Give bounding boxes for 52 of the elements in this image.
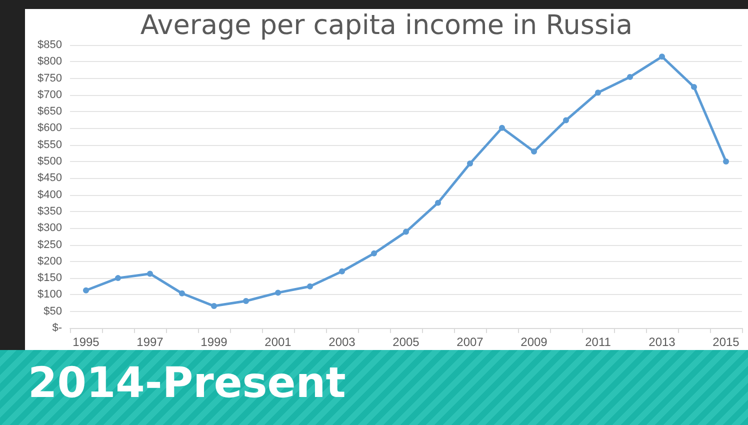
y-tick-label: $850 (38, 39, 62, 51)
y-tick-label: $300 (38, 222, 62, 234)
point (467, 160, 473, 167)
point (435, 200, 441, 206)
y-tick-label: $800 (38, 56, 62, 68)
point (275, 290, 281, 296)
y-tick-label: $250 (38, 238, 62, 251)
x-tick-label: 1997 (136, 335, 164, 349)
y-tick-label: $750 (38, 72, 62, 84)
y-tick-label: $450 (38, 172, 62, 184)
y-tick-label: $- (52, 322, 62, 334)
point (531, 148, 537, 155)
x-tick-label: 2007 (456, 335, 484, 349)
point (499, 124, 505, 131)
y-tick-label: $600 (38, 122, 62, 134)
x-tick-label: 2009 (520, 335, 548, 349)
point (211, 303, 217, 310)
x-tick-label: 2013 (648, 335, 676, 349)
y-tick-label: $550 (38, 138, 62, 151)
x-tick-label: 1999 (200, 335, 228, 349)
text: 2014-Present (28, 358, 346, 407)
point (243, 298, 249, 304)
y-tick-label: $700 (38, 88, 62, 101)
y-tick-label: $50 (44, 305, 62, 318)
y-tick-label: $100 (38, 288, 62, 301)
point (83, 287, 89, 294)
y-tick-label: $200 (38, 255, 62, 268)
point (563, 117, 569, 124)
y-tick-label: $500 (38, 156, 62, 168)
point (115, 275, 121, 282)
x-tick-label: 2011 (585, 335, 612, 349)
y-tick-label: $350 (38, 205, 62, 218)
x-tick-label: 2015 (712, 335, 740, 349)
point (147, 270, 153, 277)
point (595, 90, 601, 96)
y-tick-label: $400 (38, 188, 62, 201)
point (691, 84, 697, 90)
point (339, 268, 345, 274)
point (179, 290, 185, 296)
x-tick-label: 2005 (392, 335, 420, 349)
point (723, 158, 729, 165)
point (659, 54, 665, 60)
x-tick-label: 1995 (72, 335, 100, 349)
y-tick-label: $150 (38, 272, 62, 284)
chart-title: Average per capita income in Russia (140, 10, 633, 41)
point (627, 74, 633, 80)
point (371, 250, 377, 256)
x-tick-label: 2003 (328, 335, 356, 349)
x-tick-label: 2001 (264, 335, 292, 349)
y-tick-label: $650 (38, 106, 62, 118)
point (403, 228, 409, 235)
point (307, 283, 313, 290)
